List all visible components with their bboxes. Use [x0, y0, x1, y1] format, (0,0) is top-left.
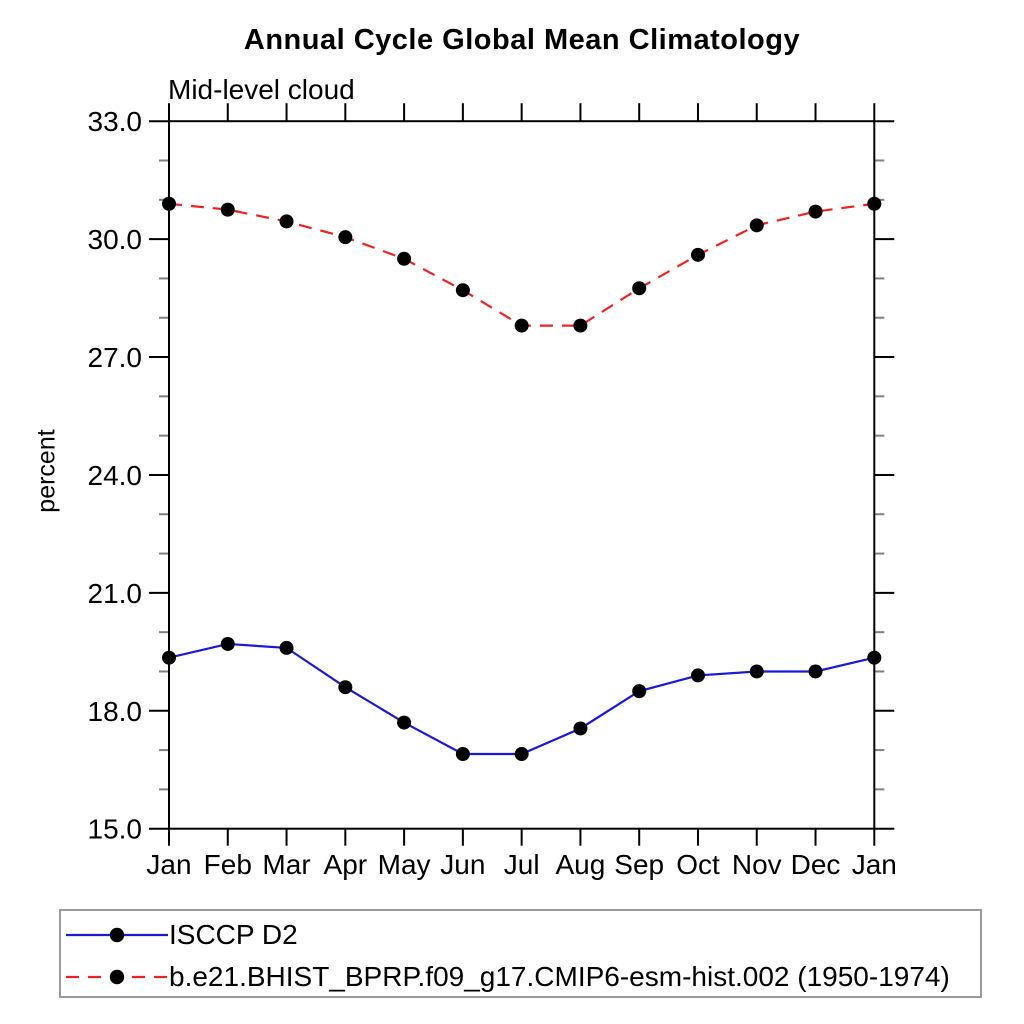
- data-point-marker: [632, 684, 647, 699]
- data-point-marker: [338, 230, 353, 245]
- data-point-marker: [690, 247, 705, 262]
- data-point-marker: [338, 680, 353, 695]
- data-point-marker: [514, 747, 529, 762]
- legend: ISCCP D2 b.e21.BHIST_BPRP.f09_g17.CMIP6-…: [59, 909, 982, 998]
- y-tick-label: 27.0: [88, 342, 143, 373]
- y-tick-label: 18.0: [88, 696, 143, 727]
- data-point-marker: [220, 202, 235, 217]
- data-point-marker: [162, 650, 176, 665]
- data-point-marker: [573, 318, 588, 333]
- legend-line-sample-solid: [66, 927, 168, 943]
- x-tick-label: Jan: [852, 849, 897, 880]
- y-tick-label: 33.0: [88, 106, 143, 137]
- x-tick-label: Dec: [791, 849, 841, 880]
- y-tick-label: 15.0: [88, 814, 143, 845]
- legend-label-model: b.e21.BHIST_BPRP.f09_g17.CMIP6-esm-hist.…: [169, 961, 950, 992]
- legend-row-isccp: ISCCP D2: [65, 915, 974, 955]
- data-point-marker: [808, 664, 823, 679]
- data-point-marker: [690, 668, 705, 683]
- x-tick-label: May: [378, 849, 431, 880]
- x-tick-label: Jul: [504, 849, 540, 880]
- legend-label-isccp: ISCCP D2: [169, 919, 298, 950]
- legend-line-sample-dashed: [66, 969, 168, 985]
- x-tick-label: Jun: [440, 849, 485, 880]
- y-tick-label: 21.0: [88, 578, 143, 609]
- x-tick-label: Oct: [676, 849, 720, 880]
- legend-row-model: b.e21.BHIST_BPRP.f09_g17.CMIP6-esm-hist.…: [65, 957, 974, 997]
- data-point-marker: [632, 281, 647, 296]
- legend-marker-dot-icon: [109, 927, 125, 943]
- data-point-marker: [867, 650, 882, 665]
- legend-marker-dot-icon: [109, 969, 125, 985]
- data-point-marker: [749, 218, 764, 233]
- chart-subtitle: Mid-level cloud: [168, 74, 355, 105]
- x-tick-label: Jan: [146, 849, 191, 880]
- y-tick-label: 24.0: [88, 460, 143, 491]
- data-point-marker: [397, 251, 412, 266]
- data-point-marker: [279, 640, 294, 655]
- x-tick-label: Feb: [204, 849, 252, 880]
- data-point-marker: [397, 715, 412, 730]
- x-tick-label: Mar: [262, 849, 310, 880]
- y-tick-label: 30.0: [88, 224, 143, 255]
- data-point-marker: [220, 636, 235, 651]
- plot-frame: [168, 120, 876, 830]
- data-point-marker: [162, 196, 176, 211]
- chart-title: Annual Cycle Global Mean Climatology: [243, 24, 801, 56]
- x-tick-label: Apr: [324, 849, 368, 880]
- data-point-marker: [808, 204, 823, 219]
- data-point-marker: [749, 664, 764, 679]
- series-line-0: [168, 642, 875, 756]
- x-tick-label: Sep: [614, 849, 664, 880]
- series-line-1: [168, 202, 875, 327]
- data-point-marker: [867, 196, 882, 211]
- data-point-marker: [514, 318, 529, 333]
- x-tick-label: Nov: [732, 849, 782, 880]
- x-tick-label: Aug: [556, 849, 606, 880]
- data-point-marker: [573, 721, 588, 736]
- data-point-marker: [455, 283, 470, 298]
- data-point-marker: [455, 747, 470, 762]
- data-point-marker: [279, 214, 294, 229]
